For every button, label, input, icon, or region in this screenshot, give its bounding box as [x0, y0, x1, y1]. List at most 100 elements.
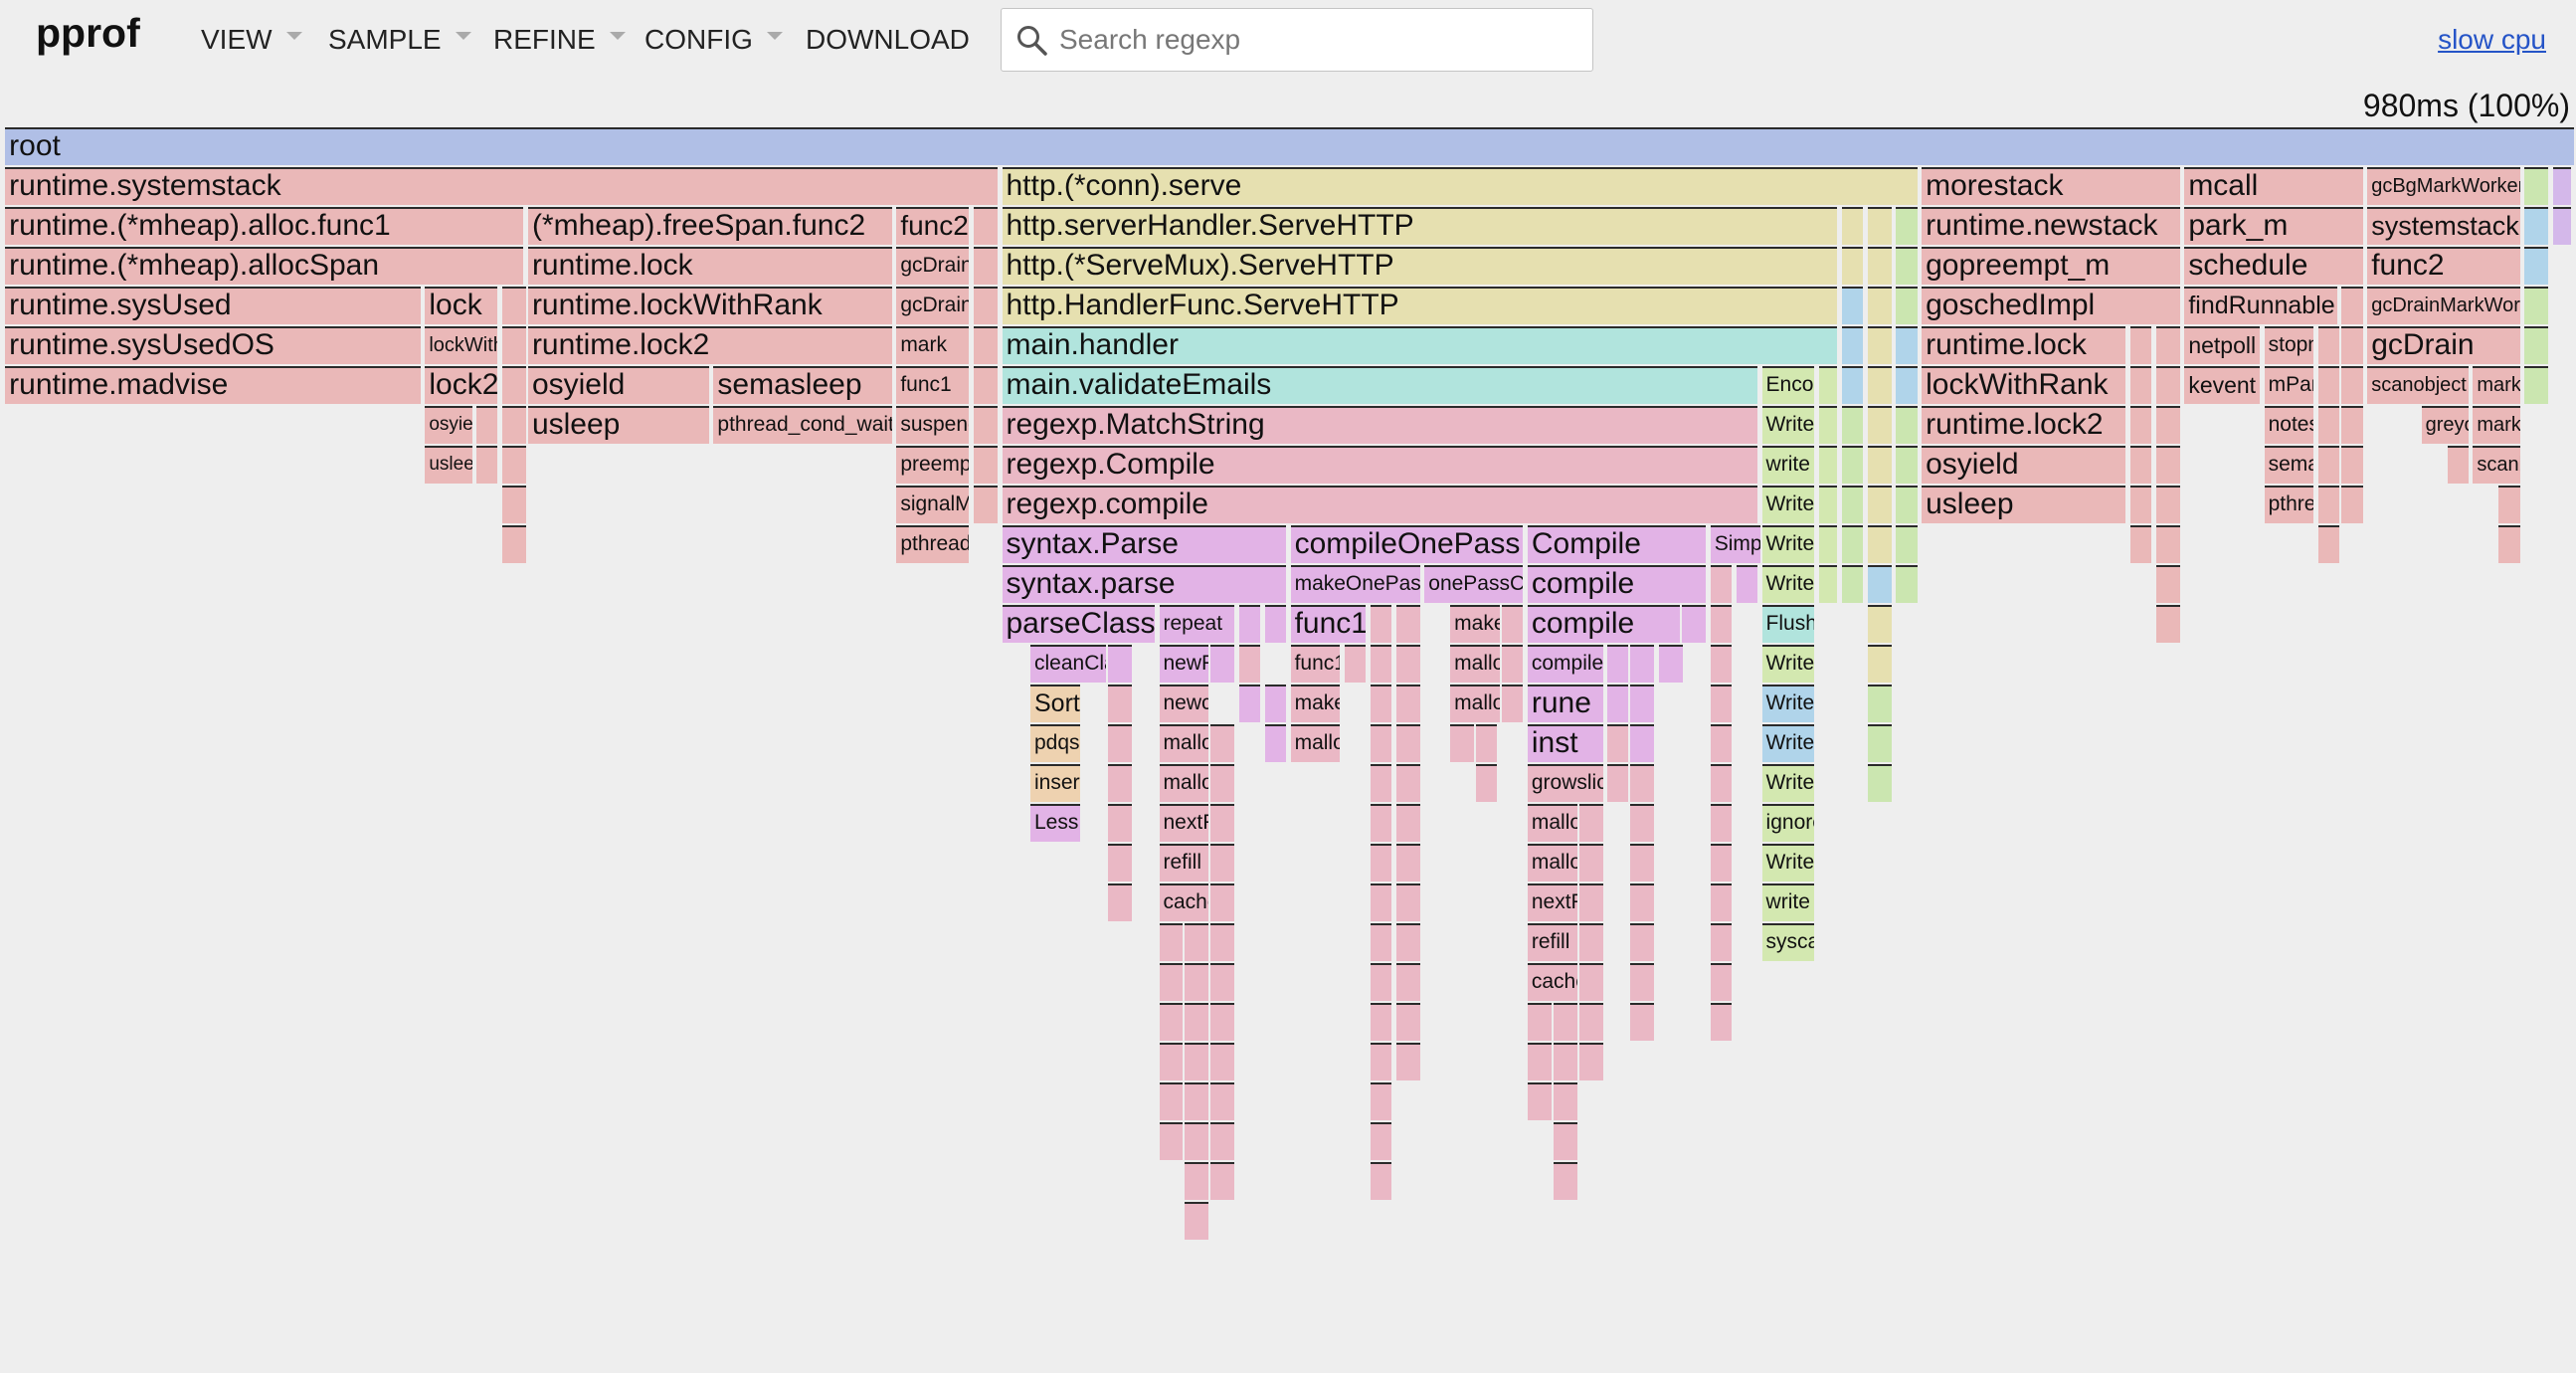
flame-frame[interactable]: [1867, 366, 1892, 404]
flame-frame[interactable]: [1185, 963, 1209, 1001]
flame-frame[interactable]: write: [1761, 883, 1814, 921]
flame-frame[interactable]: [1370, 1003, 1392, 1041]
flame-frame[interactable]: [1501, 645, 1524, 683]
search-input[interactable]: [1057, 17, 1578, 63]
flame-frame[interactable]: [1159, 963, 1184, 1001]
flame-frame[interactable]: lockWithRank: [1922, 366, 2126, 404]
flame-frame[interactable]: [2155, 565, 2180, 603]
flame-frame[interactable]: [2447, 446, 2469, 484]
flame-frame[interactable]: [1553, 1003, 1577, 1041]
flame-frame[interactable]: goschedImpl: [1922, 287, 2180, 324]
flame-frame[interactable]: http.(*conn).serve: [1002, 167, 1918, 205]
flame-frame[interactable]: refill: [1159, 844, 1209, 882]
flame-frame[interactable]: [1710, 963, 1733, 1001]
flame-frame[interactable]: ignoreSIGPIPE: [1761, 804, 1814, 842]
flame-frame[interactable]: [476, 406, 498, 444]
flame-frame[interactable]: [1710, 724, 1733, 762]
flame-frame[interactable]: [1867, 486, 1892, 523]
flame-frame[interactable]: [1370, 804, 1392, 842]
flame-frame[interactable]: [1896, 486, 1918, 523]
view-menu[interactable]: VIEW: [201, 24, 302, 56]
flame-frame[interactable]: [1841, 247, 1864, 285]
flame-frame[interactable]: [1841, 207, 1864, 245]
flame-frame[interactable]: [2341, 446, 2363, 484]
flame-frame[interactable]: [1395, 1043, 1420, 1080]
flame-frame[interactable]: [2341, 287, 2363, 324]
flame-frame[interactable]: [1736, 565, 1757, 603]
flame-frame[interactable]: func1: [1290, 605, 1367, 643]
flame-frame[interactable]: [1630, 963, 1655, 1001]
flame-frame[interactable]: root: [5, 127, 2574, 165]
flame-frame[interactable]: compile: [1527, 645, 1603, 683]
flame-frame[interactable]: [2318, 446, 2340, 484]
flame-frame[interactable]: usleep: [527, 406, 709, 444]
flame-frame[interactable]: regexp.MatchString: [1002, 406, 1757, 444]
flame-frame[interactable]: runtime.(*mheap).allocSpan: [5, 247, 524, 285]
flame-frame[interactable]: lock: [425, 287, 498, 324]
flame-frame[interactable]: [1210, 764, 1235, 802]
flame-frame[interactable]: [2341, 366, 2363, 404]
flame-frame[interactable]: [1370, 1043, 1392, 1080]
flame-frame[interactable]: http.serverHandler.ServeHTTP: [1002, 207, 1838, 245]
flame-frame[interactable]: gcDrain: [896, 287, 970, 324]
flame-frame[interactable]: func1: [896, 366, 970, 404]
flame-frame[interactable]: makeOnePass: [1290, 565, 1420, 603]
flame-frame[interactable]: [2155, 366, 2180, 404]
flame-frame[interactable]: kevent: [2184, 366, 2260, 404]
flame-frame[interactable]: malloc: [1527, 844, 1577, 882]
flame-frame[interactable]: gcDrainMarkWorker: [2367, 287, 2520, 324]
flame-frame[interactable]: [1210, 1122, 1235, 1160]
flame-frame[interactable]: pthread_kill: [896, 525, 970, 563]
flame-frame[interactable]: [1630, 724, 1655, 762]
flame-frame[interactable]: [1578, 1003, 1603, 1041]
flame-frame[interactable]: [1710, 804, 1733, 842]
flame-frame[interactable]: [974, 486, 998, 523]
flame-frame[interactable]: scanblock: [2473, 446, 2520, 484]
flame-frame[interactable]: suspendG: [896, 406, 970, 444]
flame-frame[interactable]: [1818, 565, 1838, 603]
flame-frame[interactable]: compile: [1527, 565, 1707, 603]
flame-frame[interactable]: [1210, 724, 1235, 762]
flame-frame[interactable]: runtime.sysUsedOS: [5, 326, 421, 364]
flame-frame[interactable]: [1107, 685, 1132, 722]
flame-frame[interactable]: [1107, 724, 1132, 762]
flame-frame[interactable]: makeQueue: [1290, 685, 1341, 722]
flame-frame[interactable]: [1710, 645, 1733, 683]
flame-frame[interactable]: func1: [1290, 645, 1341, 683]
flame-frame[interactable]: usleep: [1922, 486, 2126, 523]
flame-frame[interactable]: [1238, 645, 1261, 683]
flame-frame[interactable]: [1370, 844, 1392, 882]
flame-frame[interactable]: makeQueue: [1450, 605, 1500, 643]
flame-frame[interactable]: markroot: [2473, 366, 2520, 404]
flame-frame[interactable]: [1395, 1003, 1420, 1041]
flame-frame[interactable]: repeat: [1159, 605, 1235, 643]
flame-frame[interactable]: newFrag: [1159, 645, 1209, 683]
flame-frame[interactable]: [1867, 446, 1892, 484]
flame-frame[interactable]: [1107, 764, 1132, 802]
flame-frame[interactable]: [1210, 923, 1235, 961]
flame-frame[interactable]: [1501, 685, 1524, 722]
flame-frame[interactable]: runtime.newstack: [1922, 207, 2180, 245]
flame-frame[interactable]: runtime.sysUsed: [5, 287, 421, 324]
flame-frame[interactable]: main.handler: [1002, 326, 1838, 364]
flame-frame[interactable]: main.validateEmails: [1002, 366, 1757, 404]
profile-link[interactable]: slow cpu: [2438, 24, 2546, 55]
flame-frame[interactable]: [1867, 247, 1892, 285]
flame-frame[interactable]: [1607, 724, 1629, 762]
flame-frame[interactable]: gcDrain: [2367, 326, 2520, 364]
flame-frame[interactable]: nextFreeFast: [1527, 883, 1577, 921]
flame-frame[interactable]: [1370, 883, 1392, 921]
flame-frame[interactable]: [1658, 645, 1683, 683]
flame-frame[interactable]: [1395, 844, 1420, 882]
flame-frame[interactable]: [2155, 486, 2180, 523]
flame-frame[interactable]: [1370, 1122, 1392, 1160]
flame-frame[interactable]: malloc: [1527, 804, 1577, 842]
flame-frame[interactable]: systemstack: [2367, 207, 2520, 245]
flame-frame[interactable]: (*mheap).freeSpan.func2: [527, 207, 892, 245]
flame-frame[interactable]: [2524, 366, 2549, 404]
flame-frame[interactable]: Compile: [1527, 525, 1707, 563]
flame-frame[interactable]: [1578, 1043, 1603, 1080]
flame-frame[interactable]: Write: [1761, 565, 1814, 603]
flame-frame[interactable]: [1710, 923, 1733, 961]
flame-frame[interactable]: [1185, 1202, 1209, 1240]
